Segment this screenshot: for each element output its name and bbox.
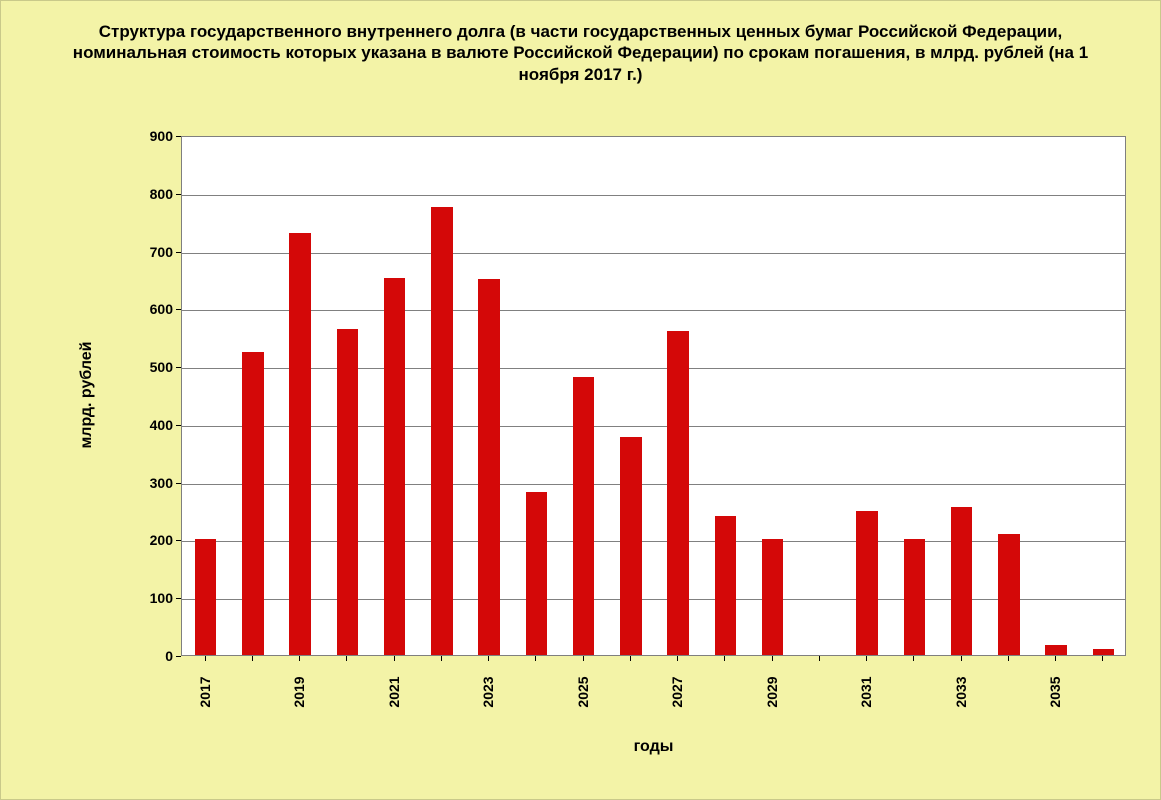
x-tick-label: 2025 (575, 662, 591, 722)
y-tick-mark (176, 425, 181, 426)
y-tick-label: 0 (123, 648, 173, 664)
y-tick-label: 400 (123, 417, 173, 433)
gridline (182, 253, 1125, 254)
page-root: Структура государственного внутреннего д… (0, 0, 1161, 800)
y-tick-mark (176, 194, 181, 195)
bar (1093, 649, 1115, 655)
y-tick-mark (176, 483, 181, 484)
gridline (182, 599, 1125, 600)
y-tick-mark (176, 367, 181, 368)
x-tick-mark (724, 656, 725, 661)
x-tick-label: 2033 (953, 662, 969, 722)
bar (478, 279, 500, 655)
y-tick-label: 700 (123, 244, 173, 260)
bar (289, 233, 311, 655)
x-tick-label: 2027 (669, 662, 685, 722)
x-tick-mark (535, 656, 536, 661)
x-tick-mark (913, 656, 914, 661)
bar (762, 539, 784, 655)
chart-title: Структура государственного внутреннего д… (1, 21, 1160, 85)
y-tick-mark (176, 309, 181, 310)
x-tick-mark (1055, 656, 1056, 661)
y-tick-mark (176, 136, 181, 137)
x-tick-mark (772, 656, 773, 661)
gridline (182, 484, 1125, 485)
y-tick-mark (176, 656, 181, 657)
x-tick-label: 2019 (291, 662, 307, 722)
gridline (182, 310, 1125, 311)
bar (573, 377, 595, 655)
y-tick-mark (176, 252, 181, 253)
y-tick-mark (176, 598, 181, 599)
bar (384, 278, 406, 655)
x-tick-mark (1102, 656, 1103, 661)
x-tick-mark (583, 656, 584, 661)
bar (195, 539, 217, 655)
y-tick-mark (176, 540, 181, 541)
x-tick-mark (394, 656, 395, 661)
y-tick-label: 900 (123, 128, 173, 144)
bar (620, 437, 642, 655)
bar (242, 352, 264, 655)
x-tick-label: 2023 (480, 662, 496, 722)
bar (1045, 645, 1067, 655)
x-tick-mark (819, 656, 820, 661)
x-tick-mark (866, 656, 867, 661)
x-tick-mark (1008, 656, 1009, 661)
x-tick-mark (346, 656, 347, 661)
bar (856, 511, 878, 655)
bar (431, 207, 453, 655)
x-tick-label: 2035 (1047, 662, 1063, 722)
bar (337, 329, 359, 655)
x-tick-label: 2029 (764, 662, 780, 722)
y-axis-label: млрд. рублей (78, 295, 96, 495)
y-tick-label: 100 (123, 590, 173, 606)
x-tick-mark (441, 656, 442, 661)
x-tick-mark (252, 656, 253, 661)
x-tick-mark (961, 656, 962, 661)
bar (951, 507, 973, 655)
gridline (182, 195, 1125, 196)
x-tick-mark (488, 656, 489, 661)
x-tick-label: 2021 (386, 662, 402, 722)
y-tick-label: 600 (123, 301, 173, 317)
bar (667, 331, 689, 655)
bar (526, 492, 548, 655)
y-tick-label: 500 (123, 359, 173, 375)
y-tick-label: 200 (123, 532, 173, 548)
gridline (182, 426, 1125, 427)
x-tick-label: 2031 (858, 662, 874, 722)
bar (904, 539, 926, 655)
y-tick-label: 300 (123, 475, 173, 491)
x-tick-label: 2017 (197, 662, 213, 722)
x-axis-label: годы (554, 738, 754, 756)
chart-panel (181, 136, 1126, 656)
x-tick-mark (677, 656, 678, 661)
x-tick-mark (299, 656, 300, 661)
gridline (182, 368, 1125, 369)
bar (998, 534, 1020, 655)
x-tick-mark (630, 656, 631, 661)
gridline (182, 541, 1125, 542)
plot-area (182, 137, 1125, 655)
x-tick-mark (205, 656, 206, 661)
y-tick-label: 800 (123, 186, 173, 202)
bar (715, 516, 737, 655)
